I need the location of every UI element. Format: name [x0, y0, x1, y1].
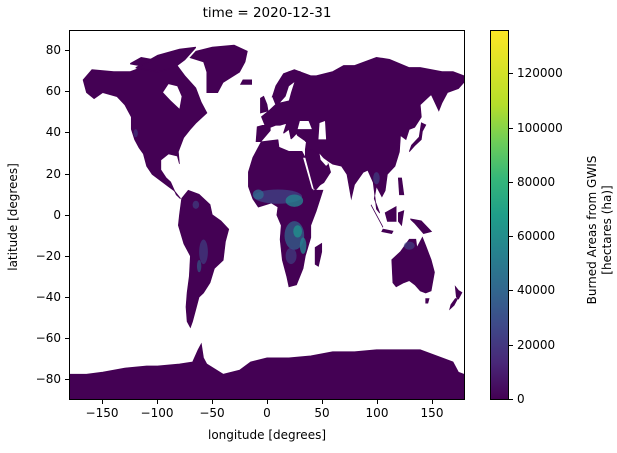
chart-title: time = 2020-12-31 [202, 5, 332, 21]
colorbar-label-line1: Burned Areas from GWIS [585, 155, 599, 305]
cbtick-mark [509, 290, 513, 291]
world-burned-area-map [70, 44, 464, 399]
xtick-mark [377, 400, 378, 404]
greenland [189, 44, 248, 93]
colorbar-label: Burned Areas from GWIS [hectares (ha)] [585, 140, 615, 320]
xtick-label: 100 [365, 406, 389, 420]
colorbar-label-line2: [hectares (ha)] [600, 185, 614, 275]
australia [391, 236, 435, 294]
ytick-mark [65, 174, 69, 175]
ytick-mark [65, 297, 69, 298]
ytick-label: −60 [35, 331, 61, 345]
cbtick-mark [509, 236, 513, 237]
ytick-mark [65, 50, 69, 51]
x-axis-label: longitude [degrees] [207, 428, 327, 442]
xtick-mark [267, 400, 268, 404]
ytick-label: 80 [45, 43, 61, 57]
xtick-label: −100 [140, 406, 174, 420]
ytick-label: −80 [35, 372, 61, 386]
xtick-label: 50 [314, 406, 330, 420]
burned-area-hotspots [133, 129, 415, 273]
cbtick-mark [509, 182, 513, 183]
cbtick-label: 0 [517, 392, 525, 406]
ytick-label: 60 [45, 84, 61, 98]
ytick-mark [65, 256, 69, 257]
map-plot-area [69, 30, 465, 400]
cbtick-label: 20000 [517, 338, 556, 352]
xtick-label: −50 [199, 406, 225, 420]
ytick-mark [65, 215, 69, 216]
xtick-label: 0 [263, 406, 271, 420]
ytick-mark [65, 379, 69, 380]
north-america [82, 65, 208, 200]
ytick-label: 20 [45, 167, 61, 181]
cbtick-label: 40000 [517, 283, 556, 297]
eurasia [255, 56, 464, 214]
xtick-mark [212, 400, 213, 404]
xtick-label: −150 [85, 406, 119, 420]
y-axis-label: latitude [degrees] [6, 163, 20, 271]
ytick-label: 0 [53, 208, 61, 222]
cbtick-label: 60000 [517, 229, 556, 243]
cbtick-label: 100000 [517, 121, 563, 135]
xtick-mark [322, 400, 323, 404]
cbtick-mark [509, 128, 513, 129]
ytick-mark [65, 338, 69, 339]
antarctica [70, 342, 464, 399]
ytick-label: 40 [45, 125, 61, 139]
cbtick-label: 120000 [517, 66, 563, 80]
colorbar [490, 30, 509, 400]
ytick-label: −20 [35, 249, 61, 263]
cbtick-mark [509, 345, 513, 346]
cbtick-label: 80000 [517, 175, 556, 189]
cbtick-mark [509, 399, 513, 400]
xtick-mark [102, 400, 103, 404]
ytick-mark [65, 132, 69, 133]
xtick-mark [157, 400, 158, 404]
xtick-mark [432, 400, 433, 404]
cbtick-mark [509, 73, 513, 74]
ytick-mark [65, 91, 69, 92]
xtick-label: 150 [420, 406, 444, 420]
ytick-label: −40 [35, 290, 61, 304]
